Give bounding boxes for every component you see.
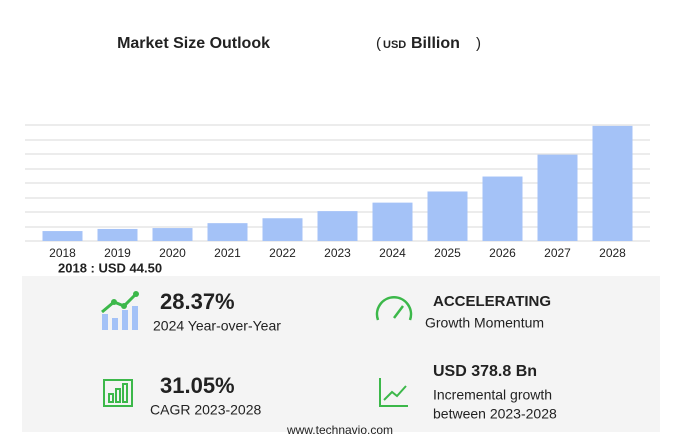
unit-open: (	[376, 35, 381, 52]
bar	[207, 223, 248, 241]
bar	[372, 202, 413, 241]
unit-close: )	[476, 35, 481, 52]
unit-currency: USD	[383, 39, 406, 51]
x-tick-label: 2023	[324, 246, 351, 260]
x-tick-label: 2022	[269, 246, 296, 260]
stat-label: Growth Momentum	[425, 315, 544, 331]
bar	[97, 228, 138, 241]
annotation: 2018 : USD 44.50	[58, 260, 162, 275]
bar	[427, 191, 468, 241]
stat-label: CAGR 2023-2028	[150, 402, 262, 418]
x-tick-label: 2027	[544, 246, 571, 260]
bar	[482, 176, 523, 241]
bar	[262, 218, 303, 241]
stats-panel	[22, 276, 660, 432]
stat-label: Incremental growth	[433, 387, 552, 403]
x-tick-label: 2018	[49, 246, 76, 260]
stat-value: ACCELERATING	[433, 293, 551, 310]
x-tick-label: 2025	[434, 246, 461, 260]
stat-label: between 2023-2028	[433, 406, 557, 422]
x-tick-label: 2028	[599, 246, 626, 260]
icon-cagr	[103, 379, 133, 407]
icon-growth	[101, 291, 139, 330]
x-tick-label: 2019	[104, 246, 131, 260]
icon-incremental	[379, 378, 408, 407]
bar	[152, 228, 193, 241]
bar	[42, 231, 83, 241]
icon-gauge	[375, 296, 413, 321]
stat-value: 31.05%	[160, 373, 235, 398]
x-tick-label: 2024	[379, 246, 406, 260]
stat-value: USD 378.8 Bn	[433, 363, 537, 380]
footer: www.technavio.com	[286, 423, 393, 437]
x-tick-label: 2020	[159, 246, 186, 260]
bar	[537, 154, 578, 241]
bar	[317, 211, 358, 241]
stat-label: 2024 Year-over-Year	[153, 318, 281, 334]
bar	[592, 125, 633, 241]
unit: Billion	[411, 35, 460, 52]
stat-value: 28.37%	[160, 289, 235, 314]
x-tick-label: 2021	[214, 246, 241, 260]
x-tick-label: 2026	[489, 246, 516, 260]
chart-title: Market Size Outlook	[117, 35, 270, 52]
